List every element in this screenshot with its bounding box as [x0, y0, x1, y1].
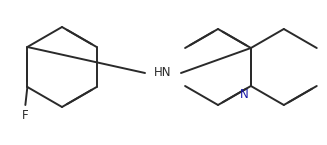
- Text: HN: HN: [154, 67, 172, 79]
- Text: N: N: [240, 88, 249, 101]
- Text: F: F: [22, 109, 29, 122]
